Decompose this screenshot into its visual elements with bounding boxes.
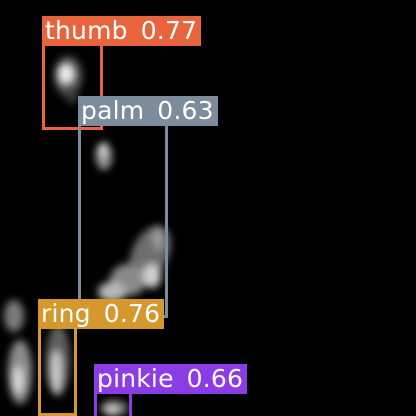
thumb-class-name: thumb [45,16,128,45]
ring-confidence-score: 0.76 [103,299,161,328]
palm-class-name: palm [81,96,145,125]
pinkie-confidence-score: 0.66 [186,364,244,393]
thumb-blob [54,56,82,104]
left-edge-blob [4,300,32,404]
ring-finger-blob [46,324,70,396]
pinkie-class-name: pinkie [97,364,174,393]
ring-bounding-box [38,325,77,416]
pinkie-detection-label: pinkie 0.66 [94,364,248,394]
palm-detection-label: palm 0.63 [78,96,218,126]
thumb-detection-label: thumb 0.77 [42,16,202,46]
palm-confidence-score: 0.63 [157,96,214,125]
ring-class-name: ring [41,299,91,328]
thumb-confidence-score: 0.77 [140,16,198,45]
pinkie-blob [100,400,128,416]
ring-detection-label: ring 0.76 [38,299,165,329]
palm-blob [96,142,171,302]
palm-bounding-box [78,122,168,318]
